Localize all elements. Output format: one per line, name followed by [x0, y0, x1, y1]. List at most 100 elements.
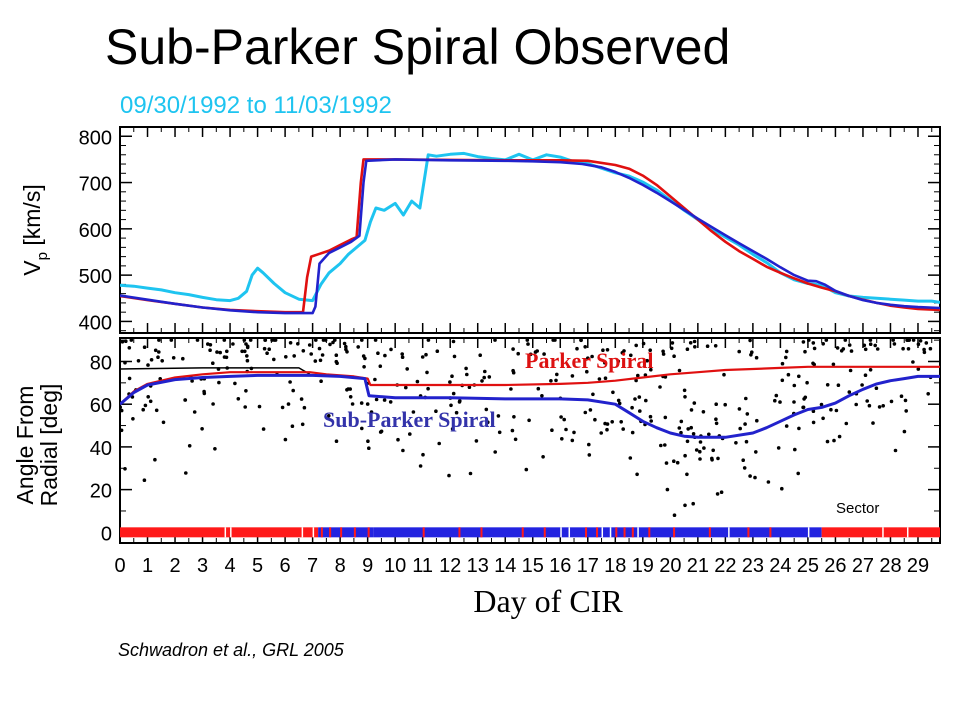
bottom-y-tick-labels: 0 20 40 60 80: [90, 352, 112, 545]
sector-stripe-white: [728, 527, 730, 538]
sector-stripe-white: [312, 527, 315, 538]
scatter-point: [317, 346, 322, 351]
scatter-point: [184, 471, 188, 475]
scatter-point: [211, 361, 215, 366]
x-tick-label: 16: [549, 555, 571, 577]
sector-stripe-red: [615, 527, 618, 538]
scatter-point: [658, 385, 662, 389]
scatter-point: [309, 352, 314, 356]
scatter-point: [213, 447, 217, 451]
scatter-point: [685, 439, 690, 444]
x-tick-label: 19: [632, 555, 654, 577]
scatter-point: [396, 437, 400, 442]
series-observed: [120, 151, 940, 304]
scatter-point: [711, 448, 715, 453]
scatter-point: [136, 359, 141, 363]
scatter-point: [169, 338, 174, 342]
sub-parker-spiral-label: Sub-Parker Spiral: [323, 407, 496, 432]
scatter-point: [692, 339, 697, 344]
scatter-point: [454, 410, 459, 415]
scatter-point: [181, 356, 185, 361]
scatter-point: [629, 353, 633, 358]
scatter-point: [525, 338, 530, 342]
sector-stripe-red: [623, 527, 626, 538]
scatter-point: [124, 339, 128, 344]
scatter-point: [748, 474, 752, 478]
x-tick-label: 17: [577, 555, 599, 577]
scatter-point: [493, 338, 497, 342]
scatter-point: [605, 427, 609, 432]
scatter-point: [120, 428, 124, 433]
sector-stripe-red: [458, 527, 461, 538]
scatter-point: [648, 414, 653, 419]
scatter-point: [685, 472, 689, 477]
scatter-point: [617, 401, 622, 406]
scatter-point: [922, 347, 926, 352]
scatter-point: [694, 448, 699, 452]
scatter-point: [812, 346, 817, 351]
scatter-point: [786, 372, 791, 377]
scatter-point: [141, 407, 145, 412]
scatter-point: [831, 362, 836, 367]
scatter-point: [379, 429, 384, 434]
scatter-point: [426, 338, 431, 342]
scatter-point: [848, 368, 853, 373]
scatter-point: [120, 408, 124, 413]
scatter-point: [509, 387, 513, 391]
scatter-point: [714, 417, 718, 422]
scatter-point: [743, 422, 747, 426]
scatter-point: [555, 372, 559, 377]
scatter-point: [847, 390, 852, 394]
scatter-point: [202, 389, 206, 394]
scatter-point: [448, 380, 452, 384]
scatter-point: [590, 354, 594, 359]
scatter-point: [382, 398, 387, 402]
scatter-point: [835, 346, 840, 350]
x-tick-label: 29: [907, 555, 929, 577]
x-tick-label: 14: [494, 555, 516, 577]
scatter-point: [222, 355, 227, 359]
scatter-point: [849, 349, 854, 353]
sector-stripe-red: [708, 527, 711, 538]
scatter-point: [334, 353, 339, 358]
sector-stripe-red: [340, 527, 343, 538]
scatter-point: [513, 437, 518, 442]
scatter-point: [265, 351, 269, 356]
scatter-point: [420, 355, 425, 359]
scatter-point: [127, 346, 132, 350]
scatter-point: [487, 375, 492, 379]
x-tick-label: 0: [114, 555, 125, 577]
top-ytick-label: 400: [79, 312, 112, 334]
scatter-point: [803, 349, 807, 354]
scatter-point: [496, 414, 501, 418]
scatter-point: [675, 460, 680, 465]
scatter-point: [645, 358, 649, 363]
sector-stripe-white: [301, 527, 304, 538]
scatter-point: [811, 361, 815, 366]
scatter-point: [875, 347, 880, 351]
scatter-point: [484, 407, 489, 412]
scatter-point: [603, 360, 607, 365]
scatter-point: [648, 348, 652, 353]
scatter-point: [863, 373, 868, 378]
scatter-point: [643, 373, 648, 377]
scatter-point: [270, 338, 274, 342]
scatter-point: [745, 412, 750, 416]
scatter-point: [373, 377, 377, 382]
scatter-point: [120, 405, 122, 409]
scatter-point: [187, 444, 192, 448]
scatter-point: [437, 441, 442, 446]
x-tick-label: 15: [522, 555, 544, 577]
scatter-point: [713, 344, 718, 348]
sector-stripe-white: [807, 527, 810, 538]
scatter-point: [244, 389, 248, 393]
scatter-point: [550, 428, 554, 433]
scatter-point: [683, 395, 687, 399]
top-panel-ticks: [119, 126, 940, 333]
scatter-point: [452, 354, 457, 359]
sector-stripe-red: [769, 527, 772, 538]
scatter-point: [620, 351, 625, 355]
scatter-point: [801, 405, 805, 410]
scatter-point: [904, 409, 908, 413]
scatter-point: [839, 349, 844, 353]
